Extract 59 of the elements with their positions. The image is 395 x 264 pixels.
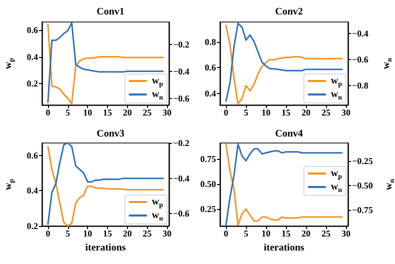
y2-tick-label: −0.2: [173, 39, 190, 50]
y2-tick-label: −0.6: [352, 54, 369, 65]
chart-title: Conv2: [275, 6, 303, 18]
x-axis-title: iterations: [85, 242, 126, 254]
x-tick-label: 0: [46, 108, 51, 118]
x-tick-label: 5: [244, 228, 249, 238]
y-tick-label: 0.2: [26, 78, 38, 89]
y2-tick-label: −0.4: [352, 28, 369, 39]
line-series: [225, 143, 343, 226]
x-tick-label: 15: [282, 228, 291, 238]
x-tick-label: 5: [66, 108, 71, 118]
y2-tick-label: −0.4: [173, 173, 190, 184]
x-axis-title: iterations: [264, 242, 304, 254]
x-tick-label: 30: [162, 228, 172, 238]
y2-tick-label: −0.6: [173, 208, 190, 219]
x-tick-label: 0: [224, 228, 229, 238]
x-tick-label: 30: [162, 108, 172, 118]
x-tick-label: 10: [262, 228, 271, 238]
x-tick-label: 15: [282, 108, 291, 118]
y-tick-label: 0.6: [26, 25, 38, 36]
x-tick-label: 25: [322, 108, 331, 118]
x-tick-label: 5: [66, 228, 71, 238]
y2-tick-label: −0.25: [352, 156, 374, 166]
y-tick-label: 0.8: [204, 36, 216, 47]
y-tick-label: 0.50: [200, 179, 216, 189]
chart-title: Conv4: [275, 128, 303, 140]
x-tick-label: 0: [224, 108, 229, 118]
x-tick-label: 30: [342, 108, 351, 118]
x-tick-label: 20: [122, 228, 132, 238]
y-tick-label: 0.25: [200, 204, 216, 214]
x-tick-label: 20: [122, 108, 132, 118]
x-tick-label: 5: [244, 108, 249, 118]
x-tick-label: 0: [46, 228, 51, 238]
chart-title: Conv1: [96, 6, 124, 18]
y-tick-label: 0.4: [204, 88, 216, 98]
y2-tick-label: −0.4: [173, 66, 190, 76]
y-tick-label: 0.4: [26, 52, 38, 62]
y2-tick-label: −0.8: [352, 80, 369, 91]
x-tick-label: 20: [302, 108, 311, 118]
x-tick-label: 10: [83, 228, 93, 238]
chart-title: Conv3: [96, 128, 124, 140]
y2-tick-label: −0.2: [173, 138, 190, 148]
x-tick-label: 25: [322, 228, 331, 238]
y-tick-label: 0.4: [26, 186, 38, 196]
y-tick-label: 0.6: [204, 62, 216, 73]
y2-tick-label: −0.50: [352, 180, 374, 190]
x-tick-label: 15: [102, 108, 112, 118]
y-tick-label: 0.2: [26, 221, 38, 231]
y2-tick-label: −0.75: [352, 205, 374, 216]
y-tick-label: 0.6: [26, 150, 38, 160]
x-tick-label: 25: [142, 108, 152, 118]
x-tick-label: 15: [102, 228, 112, 238]
x-tick-label: 10: [262, 108, 271, 118]
x-tick-label: 25: [142, 228, 152, 238]
y-tick-label: 0.75: [200, 154, 216, 164]
y2-tick-label: −0.6: [173, 93, 190, 104]
x-tick-label: 20: [302, 228, 311, 238]
x-tick-label: 30: [342, 228, 351, 238]
x-tick-label: 10: [83, 108, 93, 118]
